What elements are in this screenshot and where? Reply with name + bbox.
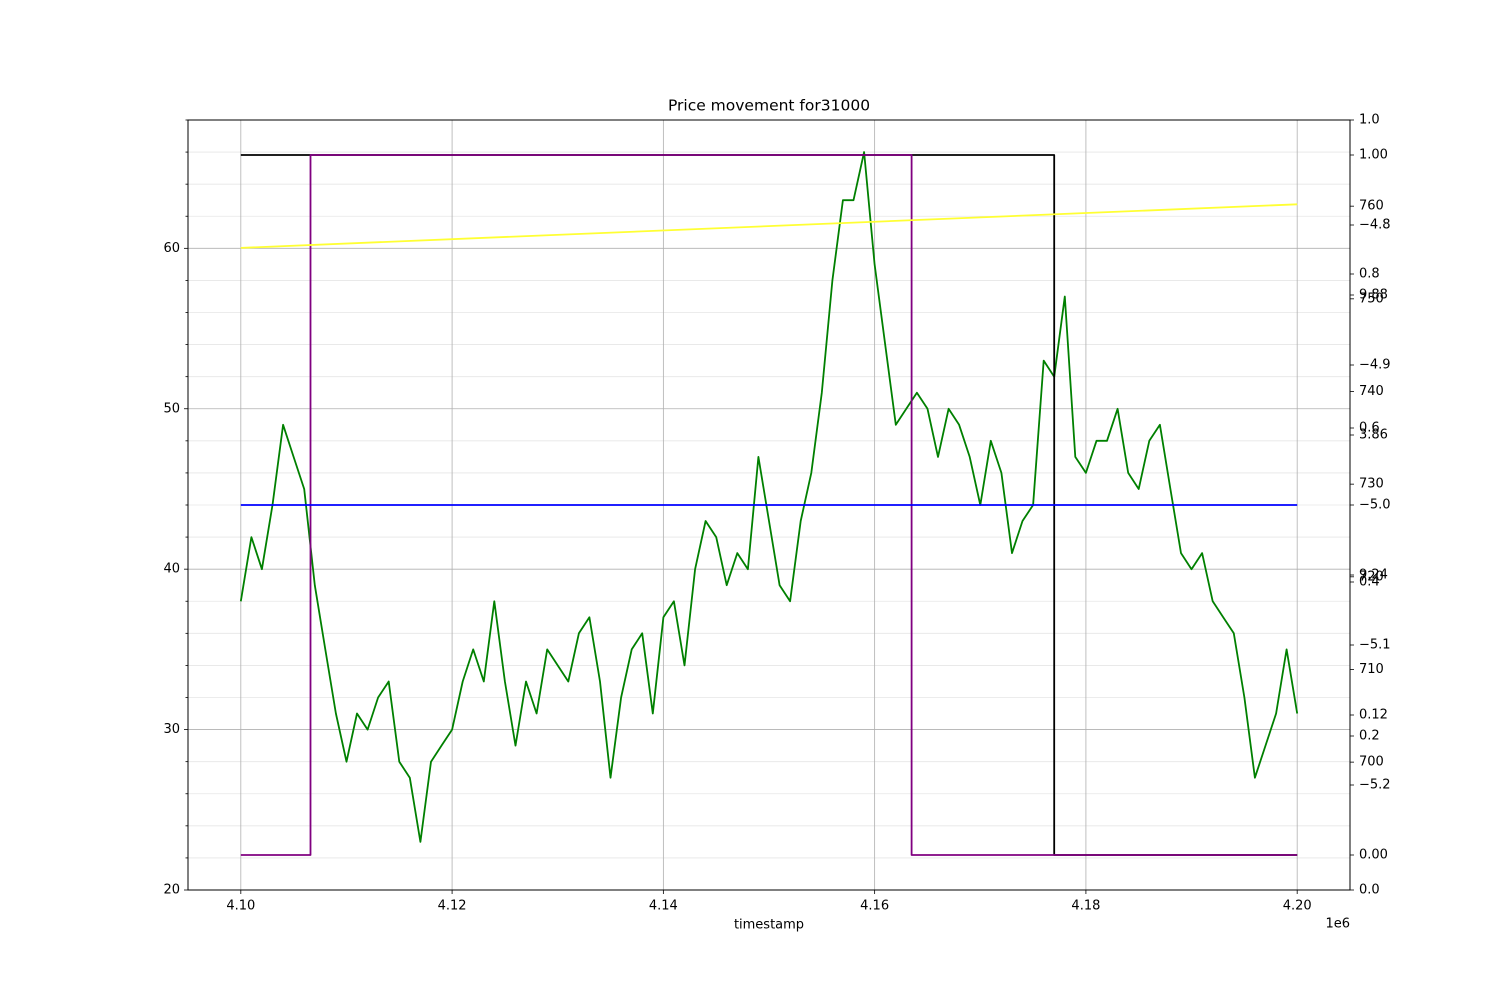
right-tick-label: −4.9	[1359, 358, 1391, 373]
right-tick-label: −5.1	[1359, 638, 1391, 653]
right-tick-label: 750	[1359, 291, 1384, 306]
x-tick-label: 4.14	[649, 899, 678, 914]
right-tick-label: 0.8	[1359, 267, 1380, 282]
x-tick-label: 4.16	[860, 899, 889, 914]
y-tick-label: 20	[163, 883, 180, 898]
y-tick-label: 30	[163, 722, 180, 737]
x-tick-label: 4.18	[1071, 899, 1100, 914]
right-tick-label: 0.0	[1359, 883, 1380, 898]
right-tick-label: 710	[1359, 662, 1384, 677]
x-axis-label: timestamp	[734, 918, 804, 933]
right-tick-label: 760	[1359, 199, 1384, 214]
x-tick-label: 4.20	[1283, 899, 1312, 914]
series-line	[240, 203, 1298, 249]
right-tick-label: 0.4	[1359, 575, 1380, 590]
right-tick-label: 0.6	[1359, 421, 1380, 436]
right-tick-label: 0.2	[1359, 729, 1380, 744]
right-tick-label: 0.12	[1359, 708, 1388, 723]
right-tick-label: 700	[1359, 755, 1384, 770]
series-line	[240, 154, 1298, 856]
right-tick-label: 9.24	[1359, 568, 1388, 583]
series-line	[239, 151, 1299, 843]
right-tick-label: −5.0	[1359, 498, 1391, 513]
right-tick-label: 730	[1359, 477, 1384, 492]
right-tick-label: −4.8	[1359, 218, 1391, 233]
right-tick-label: 740	[1359, 384, 1384, 399]
right-tick-label: 9.88	[1359, 288, 1388, 303]
right-tick-label: 3.86	[1359, 428, 1388, 443]
right-tick-label: 0.00	[1359, 848, 1388, 863]
x-tick-label: 4.10	[226, 899, 255, 914]
x-tick-label: 4.12	[438, 899, 467, 914]
plot-frame	[187, 119, 1351, 891]
x-offset-label: 1e6	[1325, 917, 1350, 932]
right-tick-label: −5.2	[1359, 778, 1391, 793]
y-tick-label: 50	[163, 401, 180, 416]
right-tick-label: 720	[1359, 569, 1384, 584]
chart-title: Price movement for31000	[668, 97, 870, 115]
right-tick-label: 1.00	[1359, 148, 1388, 163]
right-tick-label: 1.0	[1359, 113, 1380, 128]
y-tick-label: 40	[163, 562, 180, 577]
y-tick-label: 60	[163, 241, 180, 256]
